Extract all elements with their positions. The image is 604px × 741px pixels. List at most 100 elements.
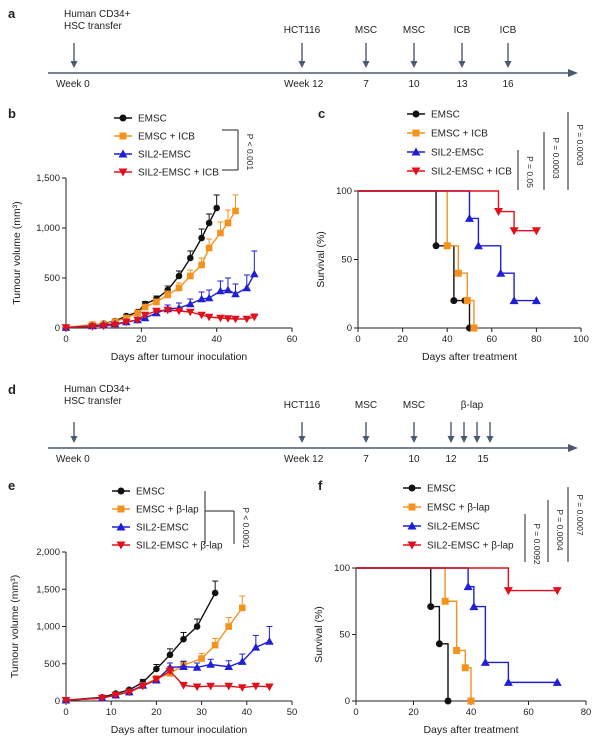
timeline-event-label: MSC	[355, 25, 377, 36]
data-point	[163, 306, 172, 315]
legend-label: EMSC	[431, 110, 460, 121]
x-tick-label: 20	[136, 334, 147, 345]
timeline-arrow-head	[447, 436, 455, 443]
panel-label-c: c	[318, 106, 325, 121]
data-point	[238, 604, 246, 612]
panel-label-e: e	[8, 478, 15, 493]
timeline-week-label: 10	[408, 454, 420, 465]
data-point	[251, 682, 261, 691]
x-tick-label: 80	[531, 334, 542, 345]
x-tick-label: 40	[466, 707, 477, 718]
legend-marker	[408, 484, 416, 492]
data-point	[496, 268, 506, 277]
series-sil2-emsc-icb	[358, 190, 541, 236]
data-point	[198, 655, 205, 662]
data-point	[503, 677, 513, 686]
chart-c: 0 20 40 60 80 100 0 50 100 Days after treatment Su…	[315, 110, 589, 364]
legend-marker	[116, 541, 126, 550]
data-point	[205, 244, 213, 252]
data-point	[469, 602, 479, 611]
legend-label: SIL2-EMSC + ICB	[431, 167, 512, 178]
data-point	[175, 272, 183, 280]
legend-marker	[119, 114, 127, 122]
data-point	[435, 640, 443, 648]
data-point	[493, 208, 503, 217]
data-point	[503, 587, 513, 596]
legend-label: SIL2-EMSC	[136, 523, 189, 534]
y-tick-label: 0	[345, 696, 350, 707]
data-point	[223, 315, 233, 323]
timeline-arrow-head	[410, 436, 418, 443]
survival-line	[356, 567, 449, 701]
data-point	[531, 227, 541, 236]
series-emsc	[358, 190, 473, 332]
x-tick-label: 30	[196, 707, 207, 718]
survival-line	[356, 567, 558, 592]
legend-marker	[411, 167, 421, 176]
survival-line	[358, 190, 537, 232]
legend-label: EMSC	[427, 484, 456, 495]
data-point	[443, 242, 451, 250]
timeline-arrow-head	[410, 61, 418, 68]
data-point	[204, 293, 214, 302]
timeline-arrow-head	[298, 436, 306, 443]
timeline-arrow-head	[504, 61, 512, 68]
legend-label: EMSC	[136, 487, 165, 498]
timeline-event-label-line2: HSC transfer	[64, 396, 122, 407]
legend-label: SIL2-EMSC + ICB	[138, 168, 219, 179]
legend-label: EMSC + ICB	[138, 132, 195, 143]
timeline-event-label: ICB	[500, 25, 517, 36]
p-value: P = 0.0007	[575, 494, 585, 535]
data-point	[164, 291, 171, 299]
timeline-arrow-head	[486, 436, 494, 443]
data-point	[192, 683, 202, 692]
timeline-arrow-head	[298, 61, 306, 68]
series-sil2-emsc-icb	[61, 306, 259, 332]
data-point	[223, 285, 233, 294]
data-point	[217, 229, 224, 237]
survival-line	[356, 567, 558, 684]
y-tick-label: 1,500	[36, 173, 60, 184]
p-value: P = 0.0092	[532, 523, 542, 564]
legend: EMSC EMSC + β-lap SIL2-EMSC SIL2-EMSC + β-l…	[403, 484, 514, 552]
data-point	[224, 662, 234, 671]
x-tick-label: 60	[523, 707, 534, 718]
timeline-arrow-head	[70, 61, 78, 68]
chart-b: 0 20 40 60 0 500 1,000 1,500 Days after tumour i…	[11, 114, 297, 364]
data-point	[153, 665, 160, 673]
legend-marker	[119, 132, 127, 140]
data-point	[251, 643, 261, 651]
x-tick-label: 80	[581, 707, 592, 718]
data-point	[140, 311, 150, 320]
x-axis-label: Days after tumour inoculation	[111, 351, 248, 363]
timeline-week-label: Week 0	[56, 454, 90, 465]
data-point	[265, 637, 274, 645]
data-point	[216, 314, 225, 323]
data-point	[166, 651, 174, 659]
p-value: P < 0.0001	[241, 507, 251, 548]
data-point	[198, 234, 205, 242]
data-point	[110, 321, 120, 330]
x-tick-label: 0	[355, 334, 360, 345]
timeline-event-label: HCT116	[284, 25, 321, 36]
data-point	[509, 227, 519, 236]
x-tick-label: 20	[408, 707, 419, 718]
y-tick-label: 2,000	[36, 547, 60, 558]
legend: EMSC EMSC + ICB SIL2-EMSC SIL2-EMSC + ICB	[114, 114, 219, 179]
timeline-event-label: MSC	[403, 400, 425, 411]
timeline-arrowhead	[568, 69, 578, 77]
timeline-event-label: Human CD34+	[64, 384, 131, 395]
y-tick-label: 100	[334, 563, 350, 574]
data-point	[237, 684, 247, 692]
data-point	[444, 697, 452, 705]
data-point	[124, 688, 134, 697]
legend-label: SIL2-EMSC	[431, 148, 484, 159]
data-point	[141, 303, 149, 311]
x-tick-label: 0	[353, 707, 358, 718]
timeline-week-label: 7	[363, 454, 369, 465]
x-tick-label: 20	[151, 707, 162, 718]
data-point	[187, 254, 194, 262]
data-point	[237, 657, 247, 665]
y-tick-label: 50	[341, 255, 352, 266]
survival-line	[358, 190, 471, 328]
